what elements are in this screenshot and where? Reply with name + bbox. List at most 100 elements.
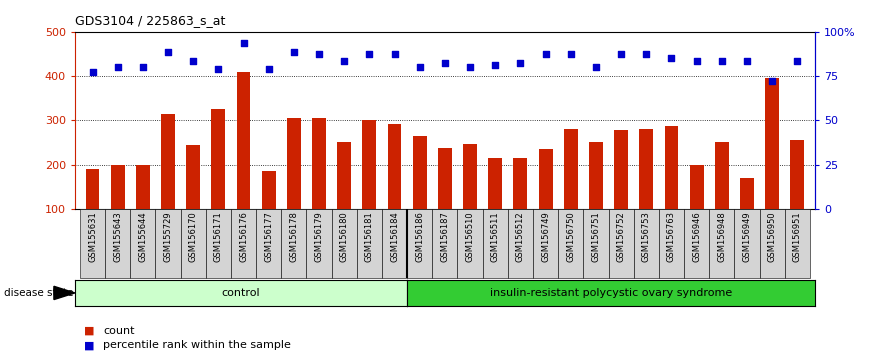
Point <box>312 51 326 57</box>
Text: GSM156179: GSM156179 <box>315 211 323 262</box>
Text: GDS3104 / 225863_s_at: GDS3104 / 225863_s_at <box>75 14 226 27</box>
Bar <box>614 130 628 253</box>
FancyBboxPatch shape <box>130 209 155 278</box>
Polygon shape <box>54 286 75 299</box>
Point <box>463 64 478 70</box>
Point <box>614 51 628 57</box>
Bar <box>488 158 502 253</box>
Point <box>488 62 502 68</box>
Bar <box>136 165 150 253</box>
Point <box>412 64 426 70</box>
Text: GSM155644: GSM155644 <box>138 211 147 262</box>
Point <box>337 58 352 63</box>
FancyBboxPatch shape <box>256 209 281 278</box>
Text: GSM156184: GSM156184 <box>390 211 399 262</box>
FancyBboxPatch shape <box>307 209 331 278</box>
Text: GSM156181: GSM156181 <box>365 211 374 262</box>
FancyBboxPatch shape <box>407 209 433 278</box>
Bar <box>337 142 352 253</box>
Bar <box>413 136 426 253</box>
Point <box>564 51 578 57</box>
Text: GSM156177: GSM156177 <box>264 211 273 262</box>
Text: percentile rank within the sample: percentile rank within the sample <box>103 340 291 350</box>
Point <box>664 56 678 61</box>
Text: ■: ■ <box>84 326 94 336</box>
FancyBboxPatch shape <box>785 209 810 278</box>
FancyBboxPatch shape <box>331 209 357 278</box>
FancyBboxPatch shape <box>231 209 256 278</box>
FancyBboxPatch shape <box>357 209 382 278</box>
Bar <box>564 129 578 253</box>
FancyBboxPatch shape <box>684 209 709 278</box>
Point <box>161 49 175 55</box>
Bar <box>211 109 226 253</box>
Text: GSM156178: GSM156178 <box>289 211 299 262</box>
Point <box>438 60 452 66</box>
FancyBboxPatch shape <box>181 209 206 278</box>
FancyBboxPatch shape <box>80 209 105 278</box>
Bar <box>790 140 804 253</box>
Point <box>388 51 402 57</box>
Bar <box>740 178 754 253</box>
Point <box>136 64 150 70</box>
Bar <box>664 126 678 253</box>
Text: control: control <box>221 288 260 298</box>
Bar <box>640 129 653 253</box>
FancyBboxPatch shape <box>583 209 609 278</box>
Bar <box>538 149 552 253</box>
Text: GSM156749: GSM156749 <box>541 211 550 262</box>
Point <box>714 58 729 63</box>
Point <box>186 58 200 63</box>
Text: GSM156763: GSM156763 <box>667 211 676 262</box>
Text: GSM156951: GSM156951 <box>793 211 802 262</box>
Text: GSM156171: GSM156171 <box>214 211 223 262</box>
Text: GSM156187: GSM156187 <box>440 211 449 262</box>
Bar <box>186 145 200 253</box>
FancyBboxPatch shape <box>709 209 735 278</box>
Text: GSM156511: GSM156511 <box>491 211 500 262</box>
FancyBboxPatch shape <box>735 209 759 278</box>
Bar <box>161 114 175 253</box>
Point <box>287 49 301 55</box>
Bar <box>237 72 250 253</box>
Point <box>790 58 804 63</box>
Bar <box>690 165 704 253</box>
Bar <box>85 169 100 253</box>
Bar <box>111 165 124 253</box>
Text: GSM156753: GSM156753 <box>641 211 651 262</box>
FancyBboxPatch shape <box>533 209 559 278</box>
Point <box>362 51 376 57</box>
FancyBboxPatch shape <box>206 209 231 278</box>
Text: GSM156750: GSM156750 <box>566 211 575 262</box>
Text: GSM156186: GSM156186 <box>415 211 425 262</box>
Point <box>538 51 552 57</box>
Point <box>211 67 226 72</box>
FancyBboxPatch shape <box>559 209 583 278</box>
Bar <box>287 118 300 253</box>
Bar <box>362 120 376 253</box>
Text: GSM156751: GSM156751 <box>591 211 601 262</box>
Point <box>262 67 276 72</box>
Point <box>690 58 704 63</box>
FancyBboxPatch shape <box>433 209 457 278</box>
Text: GSM155643: GSM155643 <box>113 211 122 262</box>
Text: GSM156170: GSM156170 <box>189 211 197 262</box>
Text: ■: ■ <box>84 340 94 350</box>
FancyBboxPatch shape <box>382 209 407 278</box>
FancyBboxPatch shape <box>759 209 785 278</box>
Text: disease state: disease state <box>4 288 74 298</box>
Point <box>111 64 125 70</box>
FancyBboxPatch shape <box>633 209 659 278</box>
Text: insulin-resistant polycystic ovary syndrome: insulin-resistant polycystic ovary syndr… <box>490 288 732 298</box>
Bar <box>262 171 276 253</box>
Text: GSM156510: GSM156510 <box>465 211 475 262</box>
FancyBboxPatch shape <box>659 209 684 278</box>
Bar <box>514 158 528 253</box>
FancyBboxPatch shape <box>457 209 483 278</box>
Text: GSM156950: GSM156950 <box>767 211 777 262</box>
Bar <box>714 143 729 253</box>
FancyBboxPatch shape <box>483 209 507 278</box>
Point <box>236 40 250 46</box>
Text: GSM156752: GSM156752 <box>617 211 626 262</box>
Point <box>740 58 754 63</box>
